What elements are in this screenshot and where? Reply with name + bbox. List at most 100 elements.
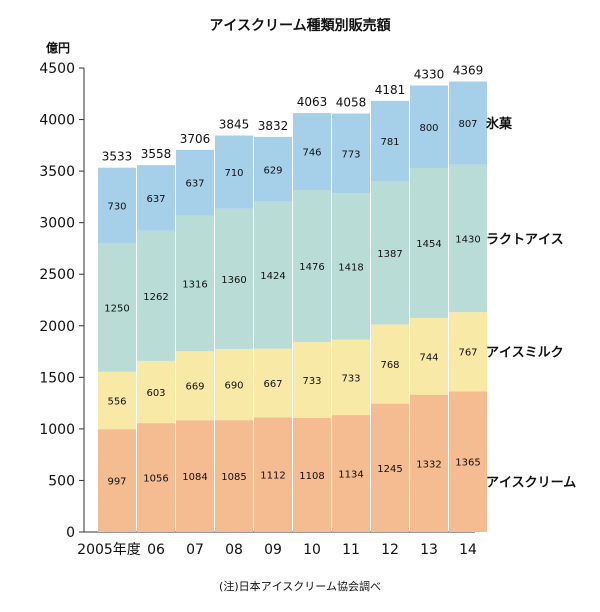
bar-segment-3 <box>137 165 175 231</box>
bar-segment-0 <box>137 423 175 532</box>
bar-total-label: 3533 <box>102 150 133 164</box>
y-tick-label: 2000 <box>39 319 75 335</box>
bar-total-label: 3845 <box>219 118 250 132</box>
bar-value-label: 730 <box>107 201 126 212</box>
bar-value-label: 1085 <box>221 472 246 483</box>
x-tick-label: 06 <box>147 542 165 558</box>
bar-segment-2 <box>176 215 214 352</box>
bar-value-label: 744 <box>419 352 438 363</box>
bar-value-label: 556 <box>107 397 126 408</box>
y-tick-label: 0 <box>66 525 75 541</box>
bar-value-label: 768 <box>380 360 399 371</box>
x-tick-label: 12 <box>381 542 399 558</box>
bar-segment-0 <box>449 391 487 532</box>
y-tick-label: 4000 <box>39 113 75 129</box>
bar-segment-1 <box>293 342 331 418</box>
bar-value-label: 1084 <box>182 472 207 483</box>
bar-value-label: 690 <box>224 381 243 392</box>
source-note: (注)日本アイスクリーム協会調べ <box>219 579 381 593</box>
bar-total-label: 3706 <box>180 132 211 146</box>
bar-value-label: 637 <box>146 194 165 205</box>
bar-segment-1 <box>215 348 253 421</box>
series-label-0: アイスクリーム <box>486 476 576 491</box>
series-label-3: 氷菓 <box>486 116 513 132</box>
bar-segment-3 <box>293 113 331 190</box>
bar-segment-1 <box>371 324 409 404</box>
bar-total-label: 4369 <box>453 64 484 78</box>
bar-value-label: 1332 <box>416 459 441 470</box>
bar-segment-0 <box>293 417 331 532</box>
bar-segment-1 <box>137 360 175 424</box>
series-label-2: ラクトアイス <box>486 232 564 247</box>
series-label-1: アイスミルク <box>486 346 564 361</box>
y-tick-label: 500 <box>48 473 75 489</box>
bar-value-label: 1108 <box>299 471 324 482</box>
bar-value-label: 1387 <box>377 249 402 260</box>
bar-segment-0 <box>371 403 409 532</box>
bar-total-label: 3832 <box>258 119 289 133</box>
bar-total-label: 3558 <box>141 147 172 161</box>
y-tick-label: 3000 <box>39 216 75 232</box>
bar-segment-3 <box>410 85 448 169</box>
bar-value-label: 997 <box>107 477 126 488</box>
bar-segment-3 <box>332 113 370 194</box>
bar-value-label: 1134 <box>338 470 363 481</box>
bar-total-label: 4330 <box>414 68 445 82</box>
bar-segment-0 <box>98 429 136 532</box>
bar-value-label: 1430 <box>455 234 480 245</box>
bar-segment-0 <box>332 415 370 532</box>
y-tick-label: 1500 <box>39 370 75 386</box>
bar-value-label: 669 <box>185 382 204 393</box>
bar-segment-2 <box>254 201 292 349</box>
bar-value-label: 1250 <box>104 303 129 314</box>
bar-total-label: 4181 <box>375 83 406 97</box>
bar-segment-1 <box>176 351 214 421</box>
x-tick-label: 13 <box>420 542 438 558</box>
bar-value-label: 733 <box>302 376 321 387</box>
plot-area: 0 500 1000 1500 2000 2500 3000 3500 4000 4500 997 5… <box>39 61 576 558</box>
bar-value-label: 781 <box>380 137 399 148</box>
x-tick-label: 09 <box>264 542 282 558</box>
y-tick-label: 4500 <box>39 61 75 77</box>
chart-title: アイスクリーム種類別販売額 <box>209 17 390 34</box>
bar-segment-1 <box>332 339 370 416</box>
bar-value-label: 773 <box>341 149 360 160</box>
bar-total-label: 4058 <box>336 96 367 110</box>
bar-segment-1 <box>410 317 448 395</box>
bar-segment-0 <box>254 417 292 532</box>
y-axis-unit: 億円 <box>46 40 70 55</box>
bar-segment-2 <box>410 168 448 318</box>
x-tick-label: 07 <box>186 542 204 558</box>
bar-segment-0 <box>215 420 253 532</box>
bar-value-label: 767 <box>458 348 477 359</box>
bar-segment-1 <box>254 348 292 418</box>
bar-value-label: 1262 <box>143 292 168 303</box>
bar-segment-1 <box>98 371 136 430</box>
bar-segment-2 <box>98 242 136 372</box>
bar-value-label: 1418 <box>338 262 363 273</box>
bar-value-label: 629 <box>263 165 282 176</box>
y-tick-label: 1000 <box>39 422 75 438</box>
bar-value-label: 807 <box>458 119 477 130</box>
bar-value-label: 1454 <box>416 239 441 250</box>
bar-value-label: 1112 <box>260 471 285 482</box>
bar-segment-2 <box>449 164 487 313</box>
bar-value-label: 1365 <box>455 458 480 469</box>
bar-value-label: 1424 <box>260 271 285 282</box>
bar-value-label: 667 <box>263 379 282 390</box>
bar-segment-2 <box>293 189 331 343</box>
bar-segment-2 <box>371 181 409 325</box>
bar-segment-2 <box>332 193 370 340</box>
bar-segment-3 <box>215 135 253 209</box>
x-tick-label: 10 <box>303 542 321 558</box>
bar-value-label: 1476 <box>299 262 324 273</box>
bar-value-label: 710 <box>224 168 243 179</box>
x-tick-label: 08 <box>225 542 243 558</box>
bar-value-label: 1360 <box>221 275 246 286</box>
bar-value-label: 1056 <box>143 474 168 485</box>
bar-segment-1 <box>449 312 487 392</box>
bar-value-label: 1316 <box>182 279 207 290</box>
bar-segment-0 <box>410 394 448 532</box>
bar-segment-2 <box>137 230 175 361</box>
